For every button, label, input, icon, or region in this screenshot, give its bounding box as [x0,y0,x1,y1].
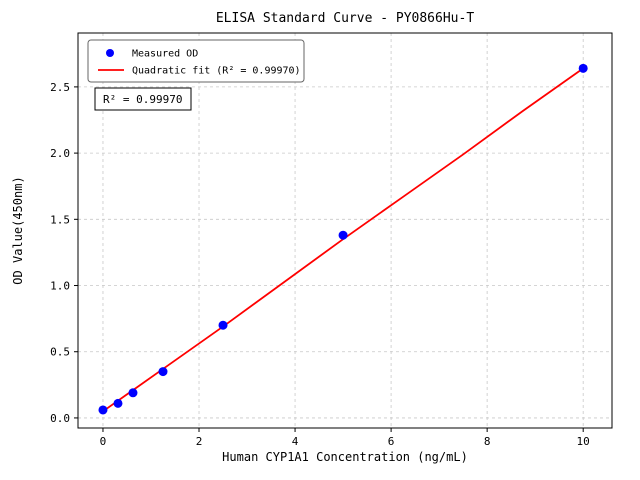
data-point [578,63,588,73]
y-tick-label: 2.0 [50,147,70,160]
data-point [98,405,108,415]
y-tick-label: 1.5 [50,213,70,226]
x-tick-label: 8 [484,435,491,448]
x-tick-label: 6 [388,435,395,448]
x-tick-label: 10 [577,435,590,448]
legend-marker-circle [106,49,114,57]
y-tick-label: 0.5 [50,346,70,359]
y-tick-label: 1.0 [50,280,70,293]
data-point [158,367,168,377]
y-axis-label: OD Value(450nm) [11,176,25,284]
y-tick-label: 0.0 [50,412,70,425]
annotation-frame [94,87,192,111]
data-point [218,320,228,330]
annotation-text: R² = 0.99970 [103,93,182,106]
legend-entry-label: Quadratic fit (R² = 0.99970) [132,66,301,77]
r-squared-annotation: R² = 0.99970 [94,87,192,111]
legend-frame [87,39,305,83]
data-point [113,398,123,408]
legend-entry-label: Measured OD [132,49,198,60]
x-tick-label: 4 [292,435,299,448]
y-tick-label: 2.5 [50,81,70,94]
legend: Measured OD Quadratic fit (R² = 0.99970) [87,39,305,83]
plot-border [77,32,613,429]
data-point [128,388,138,398]
chart-title: ELISA Standard Curve - PY0866Hu-T [216,11,474,26]
x-axis-label: Human CYP1A1 Concentration (ng/mL) [222,450,468,464]
x-tick-label: 2 [196,435,203,448]
data-point [338,230,348,240]
x-tick-label: 0 [100,435,107,448]
